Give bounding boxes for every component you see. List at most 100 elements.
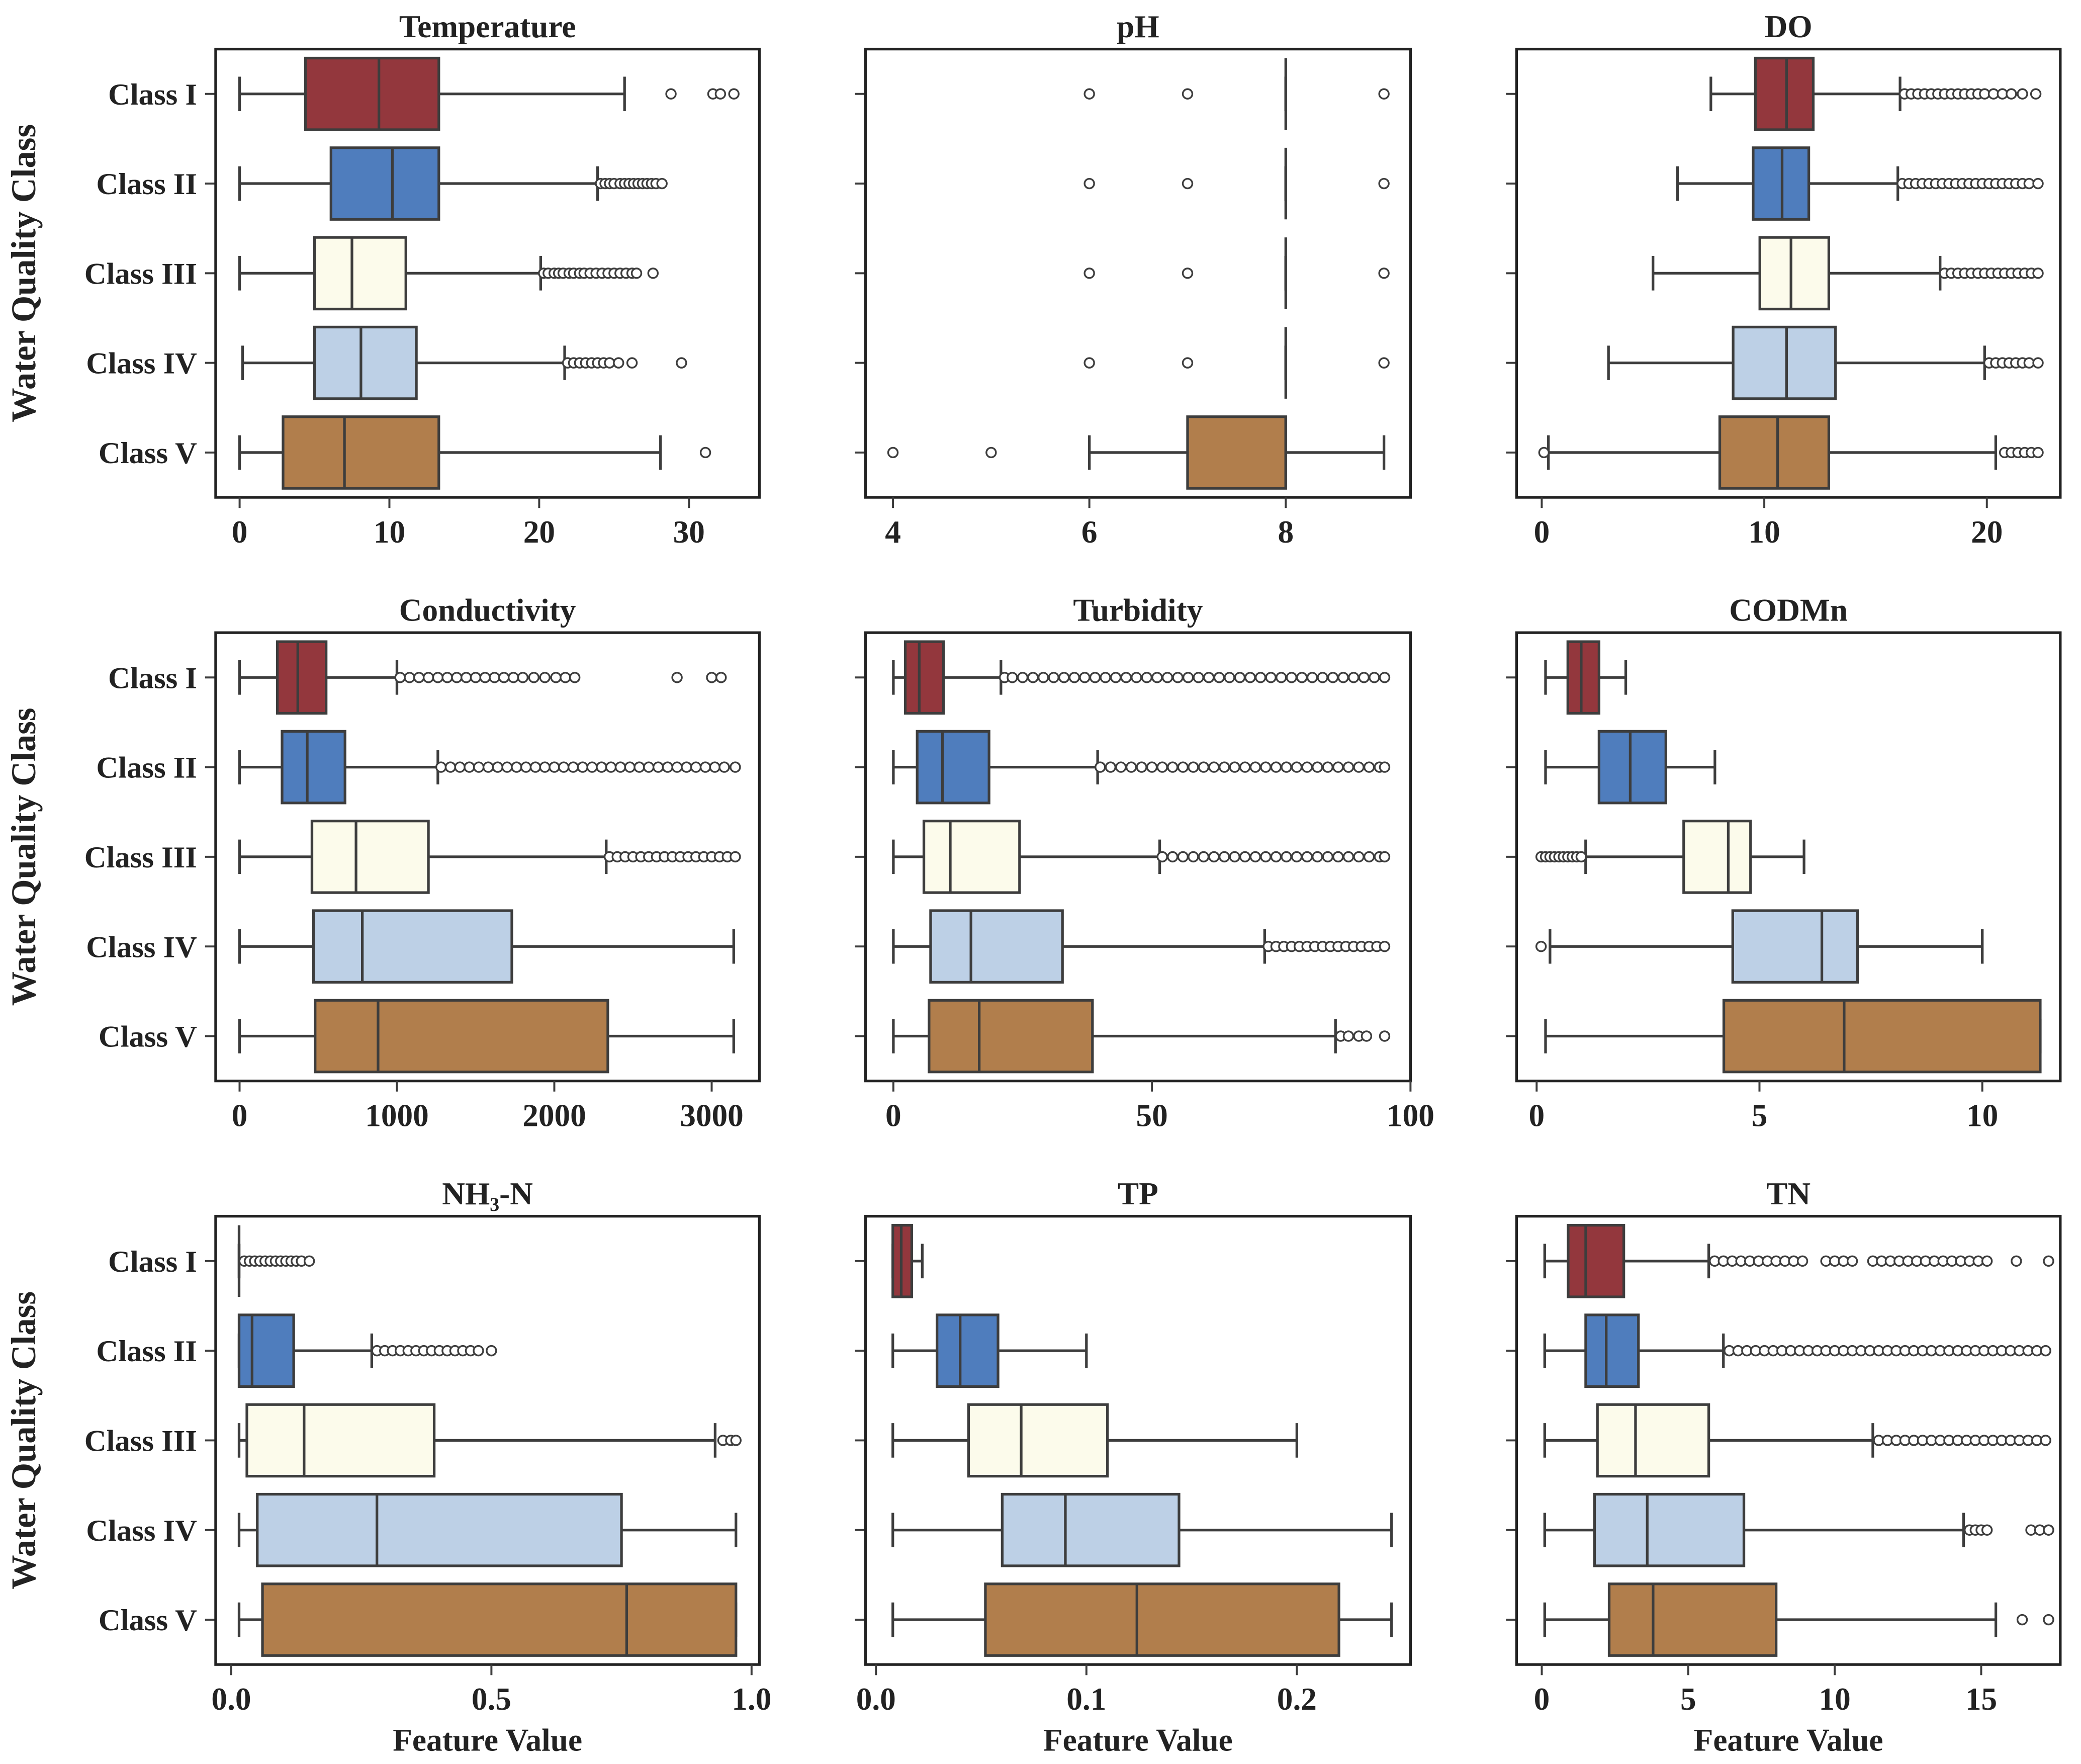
- outlier-point: [1301, 851, 1313, 863]
- outlier-point: [1083, 88, 1095, 100]
- x-axis-label: Feature Value: [393, 1723, 582, 1758]
- outlier-point: [1177, 851, 1189, 863]
- outlier-point: [1353, 761, 1365, 773]
- x-tick-label: 1000: [365, 1098, 429, 1133]
- outlier-point: [1125, 761, 1137, 773]
- outlier-point: [715, 672, 727, 683]
- panel-title: NH₃-N: [442, 1176, 533, 1211]
- class-label: Class I: [108, 661, 197, 695]
- outlier-point: [528, 672, 540, 683]
- outlier-point: [1291, 851, 1303, 863]
- outlier-point: [413, 672, 425, 683]
- outlier-point: [1193, 672, 1204, 683]
- box-1: [1754, 56, 1815, 131]
- outlier-point: [1535, 940, 1547, 952]
- outlier-point: [586, 761, 598, 773]
- box-4: [312, 909, 513, 984]
- outlier-point: [1337, 672, 1349, 683]
- y-axis-label: Water Quality Class: [5, 1291, 43, 1590]
- outlier-point: [569, 672, 581, 683]
- outlier-point: [1017, 672, 1029, 683]
- outlier-point: [486, 1345, 497, 1357]
- outlier-point: [1182, 178, 1194, 190]
- class-label: Class II: [96, 167, 197, 201]
- outlier-point: [539, 761, 551, 773]
- outlier-point: [539, 672, 551, 683]
- x-tick-label: 0: [232, 1098, 248, 1133]
- class-label: Class II: [96, 1335, 197, 1368]
- box-3: [1758, 236, 1831, 311]
- panel-title: pH: [1117, 9, 1159, 44]
- outlier-point: [520, 761, 532, 773]
- outlier-point: [1218, 761, 1230, 773]
- outlier-point: [1363, 851, 1375, 863]
- outlier-point: [671, 672, 683, 683]
- outlier-point: [1182, 88, 1194, 100]
- outlier-point: [1213, 672, 1225, 683]
- box-4: [1731, 909, 1859, 984]
- outlier-point: [1369, 672, 1380, 683]
- outlier-point: [2040, 1435, 2051, 1446]
- x-tick-label: 2000: [522, 1098, 586, 1133]
- x-tick-label: 10: [1748, 514, 1780, 550]
- outlier-point: [567, 761, 579, 773]
- x-tick-label: 0.1: [1066, 1682, 1106, 1717]
- outlier-point: [1332, 851, 1344, 863]
- outlier-point: [1379, 940, 1391, 952]
- outlier-point: [596, 761, 607, 773]
- box-5: [1718, 415, 1831, 490]
- class-label: Class III: [84, 841, 197, 874]
- outlier-point: [1317, 672, 1328, 683]
- outlier-point: [1312, 761, 1323, 773]
- panel-title: DO: [1765, 9, 1813, 44]
- outlier-point: [728, 88, 740, 100]
- x-tick-label: 4: [885, 514, 901, 550]
- outlier-point: [1083, 357, 1095, 369]
- box-2: [281, 730, 346, 805]
- panel-frame: [1515, 1215, 2062, 1666]
- class-label: Class I: [108, 1245, 197, 1279]
- outlier-point: [1239, 761, 1251, 773]
- outlier-point: [2017, 88, 2028, 100]
- x-tick-label: 3000: [680, 1098, 744, 1133]
- outlier-point: [1146, 761, 1158, 773]
- outlier-point: [2011, 1255, 2022, 1267]
- outlier-point: [2032, 178, 2044, 190]
- outlier-point: [730, 761, 741, 773]
- outlier-point: [444, 761, 457, 773]
- outlier-point: [1249, 761, 1261, 773]
- outlier-point: [630, 268, 643, 279]
- x-tick-label: 0.5: [472, 1682, 511, 1717]
- panel-frame: [1515, 47, 2062, 499]
- outlier-point: [1229, 761, 1240, 773]
- outlier-point: [699, 761, 711, 773]
- outlier-point: [1332, 761, 1344, 773]
- outlier-point: [634, 761, 645, 773]
- outlier-point: [507, 672, 519, 683]
- x-tick-label: 10: [1819, 1682, 1851, 1717]
- box-3: [922, 820, 1021, 894]
- x-tick-label: 100: [1387, 1098, 1434, 1133]
- outlier-point: [604, 357, 615, 369]
- outlier-point: [1286, 672, 1298, 683]
- x-tick-label: 30: [673, 514, 705, 550]
- x-axis-label: Feature Value: [1043, 1723, 1233, 1758]
- outlier-point: [1100, 672, 1111, 683]
- outlier-point: [676, 357, 687, 369]
- outlier-point: [1353, 851, 1365, 863]
- y-axis-label: Water Quality Class: [5, 124, 43, 422]
- x-tick-label: 10: [374, 514, 405, 550]
- outlier-point: [1167, 761, 1179, 773]
- outlier-point: [489, 672, 500, 683]
- outlier-point: [1089, 672, 1101, 683]
- outlier-point: [1296, 672, 1308, 683]
- outlier-point: [2032, 268, 2044, 279]
- outlier-point: [1281, 761, 1292, 773]
- outlier-point: [1342, 761, 1354, 773]
- box-4: [929, 909, 1064, 984]
- box-3: [967, 1403, 1109, 1478]
- outlier-point: [1182, 268, 1194, 279]
- outlier-point: [2040, 1345, 2051, 1357]
- outlier-point: [647, 268, 659, 279]
- outlier-point: [613, 357, 624, 369]
